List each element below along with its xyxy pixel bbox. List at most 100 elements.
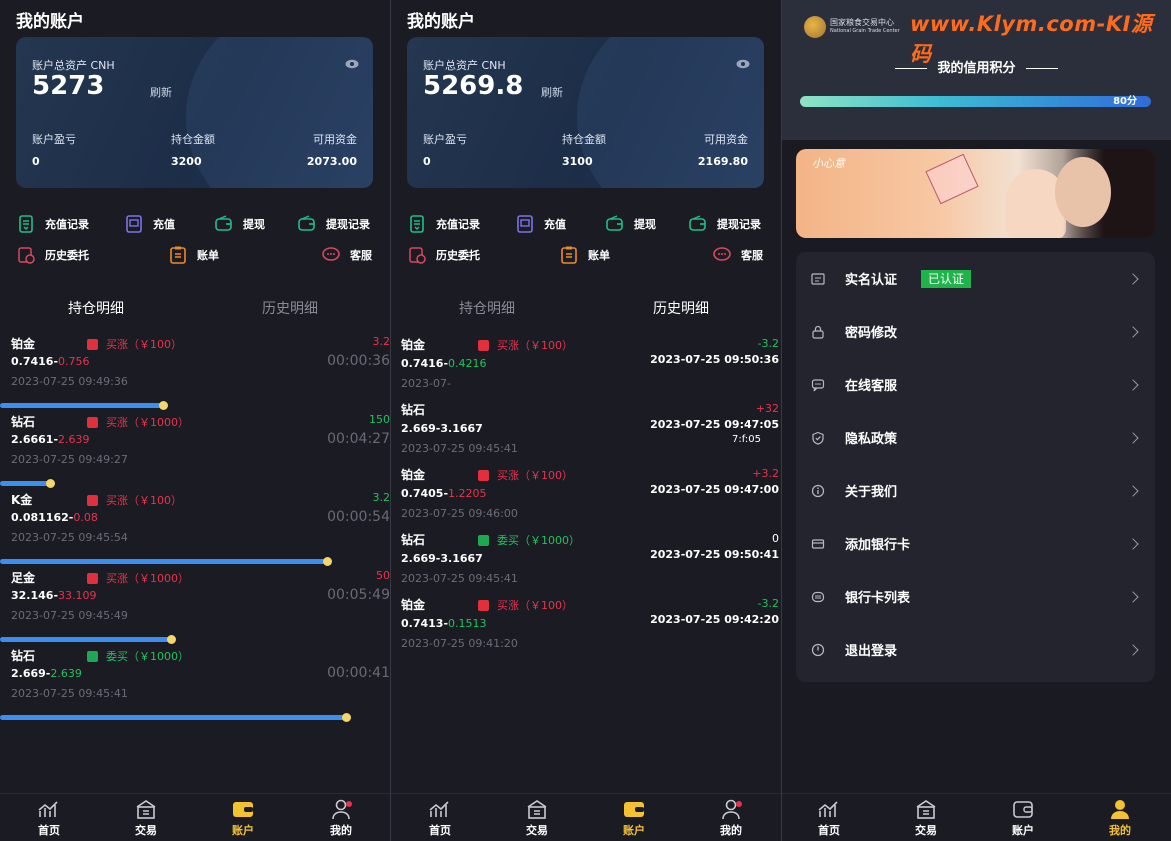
menu-bills[interactable]: 账单: [168, 243, 219, 267]
close-price: 3.1667: [440, 552, 483, 565]
position-row[interactable]: 铂金 买涨（￥100） 0.7416-0.756 2023-07-25 09:49:3…: [0, 333, 390, 411]
current-price: 0.08: [73, 511, 98, 524]
face-shape: [1055, 157, 1111, 227]
settings-item-6[interactable]: 银行卡列表: [796, 570, 1155, 623]
open-price: 0.7416-: [11, 355, 59, 368]
brand-logo: 国家粮食交易中心 National Grain Trade Center: [804, 16, 900, 38]
card-list-icon: [811, 591, 825, 602]
nav-item-3[interactable]: 我的: [701, 798, 761, 838]
position-row[interactable]: K金 买涨（￥100） 0.081162-0.08 2023-07-25 09:45:…: [0, 489, 390, 567]
detail-tabs: 持仓明细 历史明细: [0, 298, 390, 326]
order-time: 2023-07-25 09:49:36: [11, 375, 128, 388]
countdown: 00:00:36: [327, 353, 390, 369]
close-time: 2023-07-25 09:50:36: [650, 353, 779, 366]
countdown: 00:00:54: [327, 509, 390, 525]
account-screen-history: 我的账户 账户总资产 CNH 5269.8 刷新 账户盈亏 持仓金额 可用资金 …: [391, 0, 781, 841]
menu-label: 充值记录: [436, 218, 480, 231]
nav-item-3[interactable]: 我的: [311, 798, 371, 838]
chevron-right-icon: [1127, 590, 1139, 603]
tab-history[interactable]: 历史明细: [653, 301, 709, 317]
nav-label: 首页: [38, 824, 60, 837]
eye-icon[interactable]: [345, 59, 359, 69]
asset-card: 账户总资产 CNH 5269.8 刷新 账户盈亏 持仓金额 可用资金 0 310…: [407, 37, 764, 188]
watermark: www.Klym.com-KI源码: [910, 12, 1153, 66]
settings-label: 实名认证: [845, 273, 898, 288]
tab-positions[interactable]: 持仓明细: [68, 301, 124, 317]
profit-value: 0: [772, 532, 779, 545]
menu-label: 提现: [243, 218, 265, 231]
tab-history[interactable]: 历史明细: [262, 301, 318, 317]
position-row[interactable]: 足金 买涨（￥1000） 32.146-33.109 2023-07-25 09:45…: [0, 567, 390, 645]
settings-item-4[interactable]: 关于我们: [796, 464, 1155, 517]
tab-positions[interactable]: 持仓明细: [459, 301, 515, 317]
menu-history-orders[interactable]: 历史委托: [407, 243, 480, 267]
nav-item-2[interactable]: 账户: [993, 798, 1053, 838]
asset-name: 钻石: [401, 403, 426, 417]
nav-item-0[interactable]: 首页: [19, 798, 79, 838]
menu-deposit[interactable]: 充值: [515, 212, 566, 236]
menu-customer-service[interactable]: 客服: [321, 243, 372, 267]
settings-label: 在线客服: [845, 379, 898, 394]
progress-knob: [159, 401, 168, 410]
menu-deposit-records[interactable]: 充值记录: [407, 212, 480, 236]
order-time: 2023-07-: [401, 377, 451, 390]
nav-item-1[interactable]: 交易: [116, 798, 176, 838]
open-price: 0.7413-: [401, 617, 449, 630]
nav-item-0[interactable]: 首页: [410, 798, 470, 838]
menu-withdraw-records[interactable]: 提现记录: [297, 212, 370, 236]
nav-item-0[interactable]: 首页: [799, 798, 859, 838]
nav-item-3[interactable]: 我的: [1090, 798, 1150, 838]
profit-value: 3.2: [372, 335, 391, 348]
eye-icon[interactable]: [736, 59, 750, 69]
history-row[interactable]: 钻石 2.669-3.1667 2023-07-25 09:45:41 +32 2023…: [391, 398, 781, 463]
settings-item-0[interactable]: 实名认证 已认证: [796, 252, 1155, 305]
close-time: 2023-07-25 09:47:00: [650, 483, 779, 496]
promo-banner[interactable]: 小心意: [796, 149, 1155, 238]
nav-item-1[interactable]: 交易: [507, 798, 567, 838]
chevron-right-icon: [1127, 537, 1139, 550]
credit-bar: 80分: [800, 96, 1151, 107]
price: 2.6661-2.639: [11, 433, 90, 446]
settings-label: 添加银行卡: [845, 538, 911, 553]
nav-item-2[interactable]: 账户: [604, 798, 664, 838]
refresh-button[interactable]: 刷新: [541, 86, 563, 99]
arrow-up-icon: [87, 416, 98, 428]
refresh-button[interactable]: 刷新: [150, 86, 172, 99]
nav-item-1[interactable]: 交易: [896, 798, 956, 838]
settings-item-5[interactable]: 添加银行卡: [796, 517, 1155, 570]
info-icon: [811, 484, 825, 497]
current-price: 2.639: [58, 433, 90, 446]
direction-label: 买涨（￥100）: [497, 599, 573, 612]
menu-deposit[interactable]: 充值: [124, 212, 175, 236]
menu-withdraw-records[interactable]: 提现记录: [688, 212, 761, 236]
history-row[interactable]: 钻石 委买（￥1000） 2.669-3.1667 2023-07-25 09:45:…: [391, 528, 781, 593]
menu-deposit-records[interactable]: 充值记录: [16, 212, 89, 236]
menu-bills[interactable]: 账单: [559, 243, 610, 267]
home-icon: [429, 801, 449, 817]
nav-label: 我的: [1109, 824, 1131, 837]
countdown: 00:00:41: [327, 665, 390, 681]
close-price: 0.1513: [448, 617, 487, 630]
nav-item-2[interactable]: 账户: [213, 798, 273, 838]
settings-item-7[interactable]: 退出登录: [796, 623, 1155, 676]
open-price: 2.669-: [11, 667, 51, 680]
pl-value: 0: [32, 155, 40, 168]
chevron-right-icon: [1127, 378, 1139, 391]
position-row[interactable]: 钻石 委买（￥1000） 2.669-2.639 2023-07-25 09:45:4…: [0, 645, 390, 723]
settings-item-1[interactable]: 密码修改: [796, 305, 1155, 358]
profit-value: 150: [369, 413, 390, 426]
menu-customer-service[interactable]: 客服: [712, 243, 763, 267]
price: 2.669-3.1667: [401, 552, 483, 565]
settings-item-2[interactable]: 在线客服: [796, 358, 1155, 411]
position-row[interactable]: 钻石 买涨（￥1000） 2.6661-2.639 2023-07-25 09:49:…: [0, 411, 390, 489]
settings-item-3[interactable]: 隐私政策: [796, 411, 1155, 464]
history-row[interactable]: 铂金 买涨（￥100） 0.7416-0.4216 2023-07- -3.2 2023-…: [391, 333, 781, 398]
profit-value: -3.2: [757, 597, 779, 610]
price: 0.7405-1.2205: [401, 487, 487, 500]
menu-withdraw[interactable]: 提现: [214, 212, 265, 236]
menu-history-orders[interactable]: 历史委托: [16, 243, 89, 267]
menu-withdraw[interactable]: 提现: [605, 212, 656, 236]
history-row[interactable]: 铂金 买涨（￥100） 0.7413-0.1513 2023-07-25 09:41:…: [391, 593, 781, 658]
history-row[interactable]: 铂金 买涨（￥100） 0.7405-1.2205 2023-07-25 09:46:…: [391, 463, 781, 528]
direction-tag: 买涨（￥100）: [478, 337, 573, 353]
